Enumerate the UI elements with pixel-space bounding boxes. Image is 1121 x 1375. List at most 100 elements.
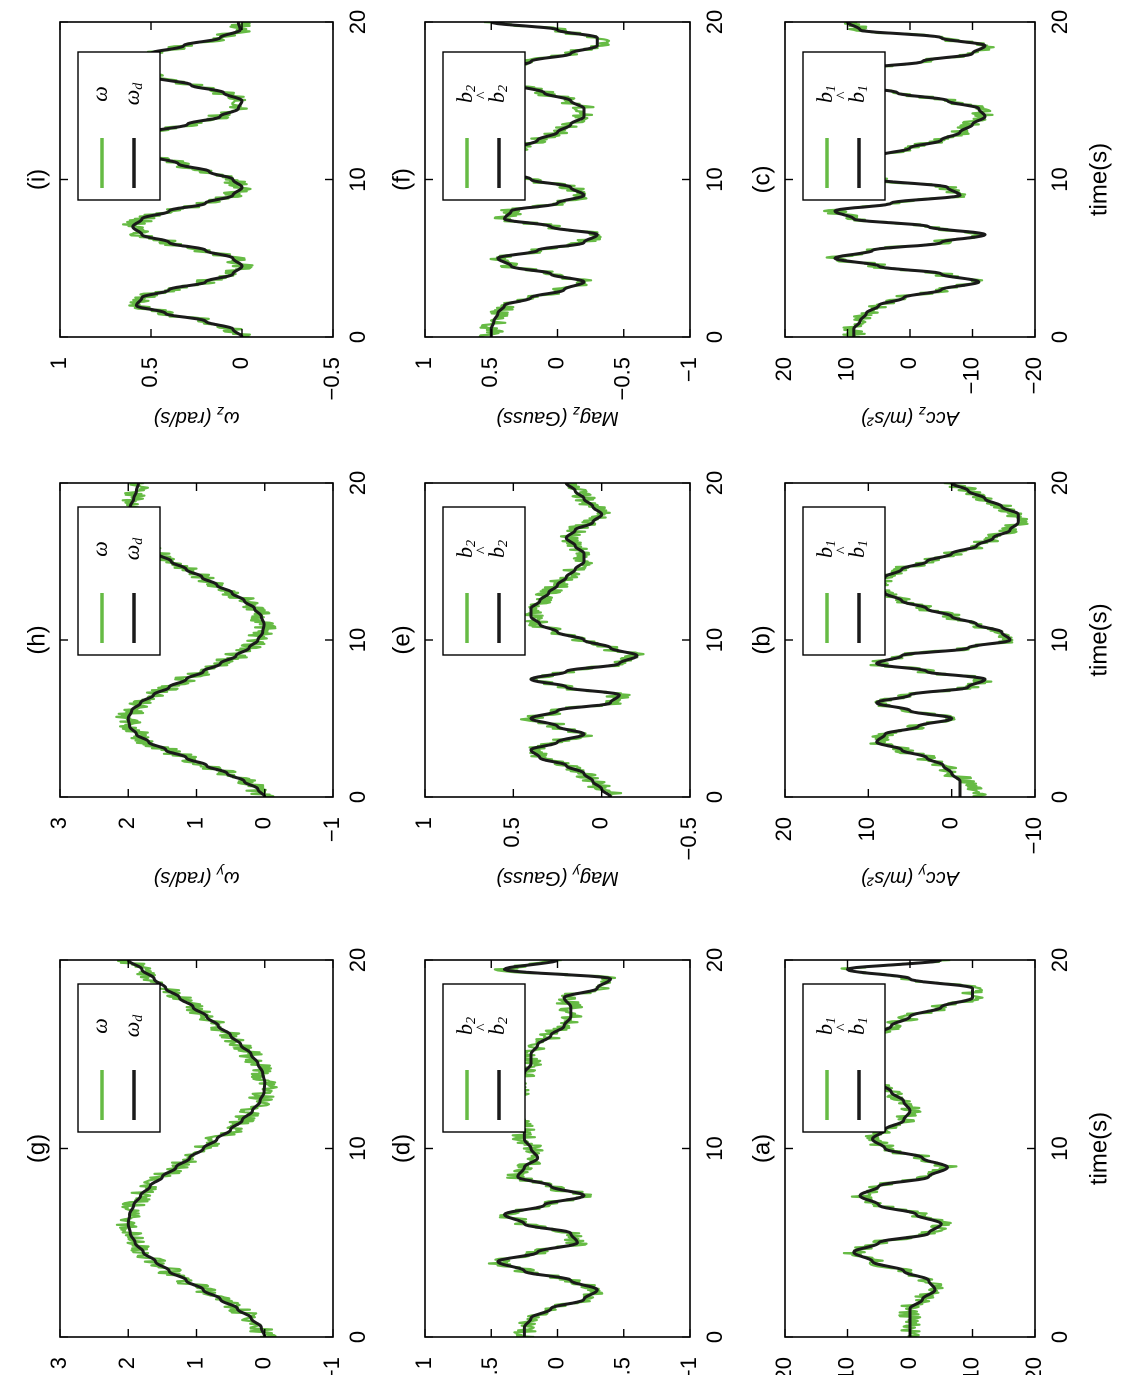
x-tick-label: 20 (702, 948, 727, 972)
y-tick-label: 0 (587, 817, 612, 829)
legend-entry: ωd (119, 82, 146, 106)
panel-label: (h) (23, 625, 50, 654)
legend-box (77, 51, 161, 201)
x-tick-label: 10 (702, 628, 727, 652)
legend-hat: ^ (834, 546, 851, 554)
y-axis-label: Magy (Gauss) (496, 864, 619, 888)
y-tick-label: 1 (411, 1357, 436, 1369)
y-tick-label: −1 (676, 357, 701, 382)
legend-box (442, 51, 526, 201)
x-axis-label: time(s) (1085, 603, 1112, 676)
x-tick-label: 0 (702, 791, 727, 803)
x-tick-label: 10 (1047, 1136, 1072, 1160)
y-tick-label: 1 (182, 1357, 207, 1369)
y-tick-label: 3 (46, 1357, 71, 1369)
legend-entry: b1 (812, 1017, 839, 1035)
legend: b2 b2^ (442, 983, 526, 1133)
estimated-series-line (496, 960, 612, 1337)
legend: b2 b2^ (442, 51, 526, 201)
panel-label: (g) (23, 1134, 50, 1163)
panel-label: (f) (388, 168, 415, 191)
y-axis-label: ωz (rad/s) (154, 404, 240, 428)
y-tick-label: −20 (1021, 357, 1046, 394)
panel-label: (c) (748, 166, 775, 194)
estimated-series-line (529, 483, 639, 797)
y-tick-label: 0 (251, 1357, 276, 1369)
legend-hat: ^ (474, 91, 491, 99)
y-tick-label: 0 (228, 357, 253, 369)
y-tick-label: 0.5 (137, 357, 162, 388)
panel-e: 0 10 20 1 0.5 0 −0.5 (e) Magy (Gauss) b2 b2^ (388, 471, 726, 889)
legend: b1 b1^ (802, 506, 886, 656)
legend-entry: b1 (844, 1017, 871, 1035)
y-tick-label: −0.5 (676, 817, 701, 860)
y-axis-label: Magz (Gauss) (496, 404, 619, 428)
legend-hat: ^ (474, 546, 491, 554)
x-tick-label: 20 (345, 948, 370, 972)
y-tick-label: 0.5 (477, 1357, 502, 1375)
y-tick-label: 0.5 (499, 817, 524, 848)
legend-box (802, 983, 886, 1133)
y-tick-label: −1 (319, 1357, 344, 1375)
x-tick-label: 0 (345, 1331, 370, 1343)
y-tick-label: 10 (833, 1357, 858, 1375)
x-tick-label: 10 (345, 167, 370, 191)
legend-entry: b2 (484, 85, 511, 103)
x-tick-label: 20 (345, 10, 370, 34)
y-tick-label: 20 (771, 357, 796, 381)
y-axis-label: Accz (m/s²) (861, 404, 960, 428)
x-tick-label: 0 (1047, 331, 1072, 343)
y-tick-label: 1 (411, 357, 436, 369)
x-tick-label: 10 (702, 1136, 727, 1160)
legend-box (77, 506, 161, 656)
panel-label: (i) (23, 169, 50, 190)
y-tick-label: 0 (937, 817, 962, 829)
plot-area (868, 483, 1029, 797)
legend-box (802, 506, 886, 656)
y-tick-label: −10 (958, 357, 983, 394)
x-tick-label: 20 (702, 471, 727, 495)
panel-label: (e) (388, 625, 415, 654)
y-tick-label: 2 (114, 817, 139, 829)
x-tick-label: 20 (1047, 948, 1072, 972)
x-tick-label: 20 (702, 10, 727, 34)
x-tick-label: 0 (1047, 1331, 1072, 1343)
legend-entry: b1 (812, 540, 839, 558)
y-tick-label: −0.5 (610, 1357, 635, 1375)
legend-box (442, 983, 526, 1133)
y-tick-label: −1 (676, 1357, 701, 1375)
panel-f: 0 10 20 1 0.5 0 −0.5 −1 (f) Magz (Gauss) b2 b2^ (388, 10, 726, 429)
x-axis-label: time(s) (1085, 1112, 1112, 1185)
legend-box (802, 51, 886, 201)
x-tick-label: 0 (702, 331, 727, 343)
x-axis-label: time(s) (1085, 143, 1112, 216)
y-tick-label: −1 (319, 817, 344, 842)
legend-entry: b2 (452, 85, 479, 103)
legend: b1 b1^ (802, 51, 886, 201)
legend-entry: ωd (119, 1014, 146, 1038)
legend: ω ωd (77, 506, 161, 656)
plot-area (115, 960, 278, 1337)
panel-label: (b) (748, 625, 775, 654)
y-tick-label: 0 (896, 357, 921, 369)
y-tick-label: 1 (411, 817, 436, 829)
x-tick-label: 10 (1047, 167, 1072, 191)
plot-area (519, 483, 645, 797)
x-tick-label: 0 (345, 791, 370, 803)
panel-c: 0 10 20 20 10 0 −10 −20 (c) Accz (m/s²) b1 b1^ (748, 10, 1071, 429)
legend-entry: ωd (119, 537, 146, 561)
x-tick-label: 10 (345, 1136, 370, 1160)
y-tick-label: 0.5 (477, 357, 502, 388)
panel-label: (a) (748, 1134, 775, 1163)
legend: b1 b1^ (802, 983, 886, 1133)
y-tick-label: −0.5 (319, 357, 344, 400)
legend-entry: ω (87, 86, 112, 102)
legend-entry: b1 (844, 540, 871, 558)
legend-hat: ^ (834, 1023, 851, 1031)
x-tick-label: 10 (345, 628, 370, 652)
y-tick-label: 0 (543, 1357, 568, 1369)
legend-entry: b2 (452, 540, 479, 558)
